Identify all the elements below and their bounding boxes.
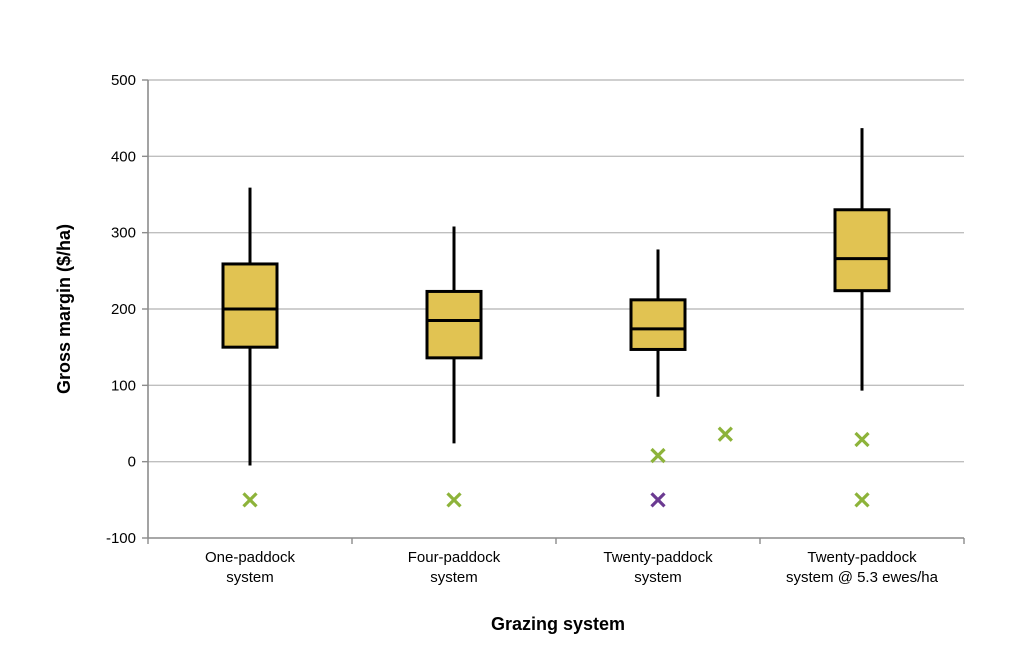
- marker-stroke: [650, 447, 666, 464]
- box: [221, 262, 279, 349]
- box: [833, 208, 891, 293]
- x-category-label: One-paddock: [205, 549, 296, 566]
- y-tick-label: 200: [111, 301, 136, 318]
- outlier-marker: [650, 447, 666, 464]
- box: [425, 289, 483, 360]
- y-tick-label: 500: [111, 72, 136, 89]
- boxes: [221, 128, 891, 466]
- outlier-marker: [854, 431, 870, 448]
- x-category-label: system: [430, 569, 478, 586]
- x-category-label: system: [226, 569, 274, 586]
- outlier-marker: [446, 492, 462, 508]
- x-category-label: Twenty-paddock: [603, 549, 713, 566]
- outlier-marker: [717, 426, 733, 442]
- labels: -100 0 100 200 300 400 500 One-paddock system Fou…: [106, 72, 939, 586]
- box: [629, 298, 687, 351]
- marker-stroke: [717, 426, 733, 442]
- y-tick-label: 0: [128, 454, 136, 471]
- outlier-marker: [242, 492, 258, 508]
- y-tick-label: 400: [111, 148, 136, 165]
- marker-stroke: [446, 492, 462, 508]
- marker-stroke: [854, 431, 870, 448]
- x-axis-title: Grazing system: [491, 614, 625, 634]
- gridlines: [148, 79, 964, 463]
- y-tick-label: 300: [111, 225, 136, 242]
- outlier-marker: [854, 492, 870, 508]
- marker-stroke: [854, 492, 870, 508]
- y-tick-label: -100: [106, 530, 136, 547]
- outlier-marker: [650, 492, 666, 508]
- x-category-label: system: [634, 569, 682, 586]
- outlier-markers: [242, 426, 870, 508]
- axes: [142, 79, 965, 544]
- y-tick-label: 100: [111, 377, 136, 394]
- x-category-label: Twenty-paddock: [807, 549, 917, 566]
- x-category-label: Four-paddock: [408, 549, 501, 566]
- marker-stroke: [242, 492, 258, 508]
- y-axis-title: Gross margin ($/ha): [54, 224, 74, 394]
- marker-stroke: [650, 492, 666, 508]
- x-category-label: system @ 5.3 ewes/ha: [786, 569, 939, 586]
